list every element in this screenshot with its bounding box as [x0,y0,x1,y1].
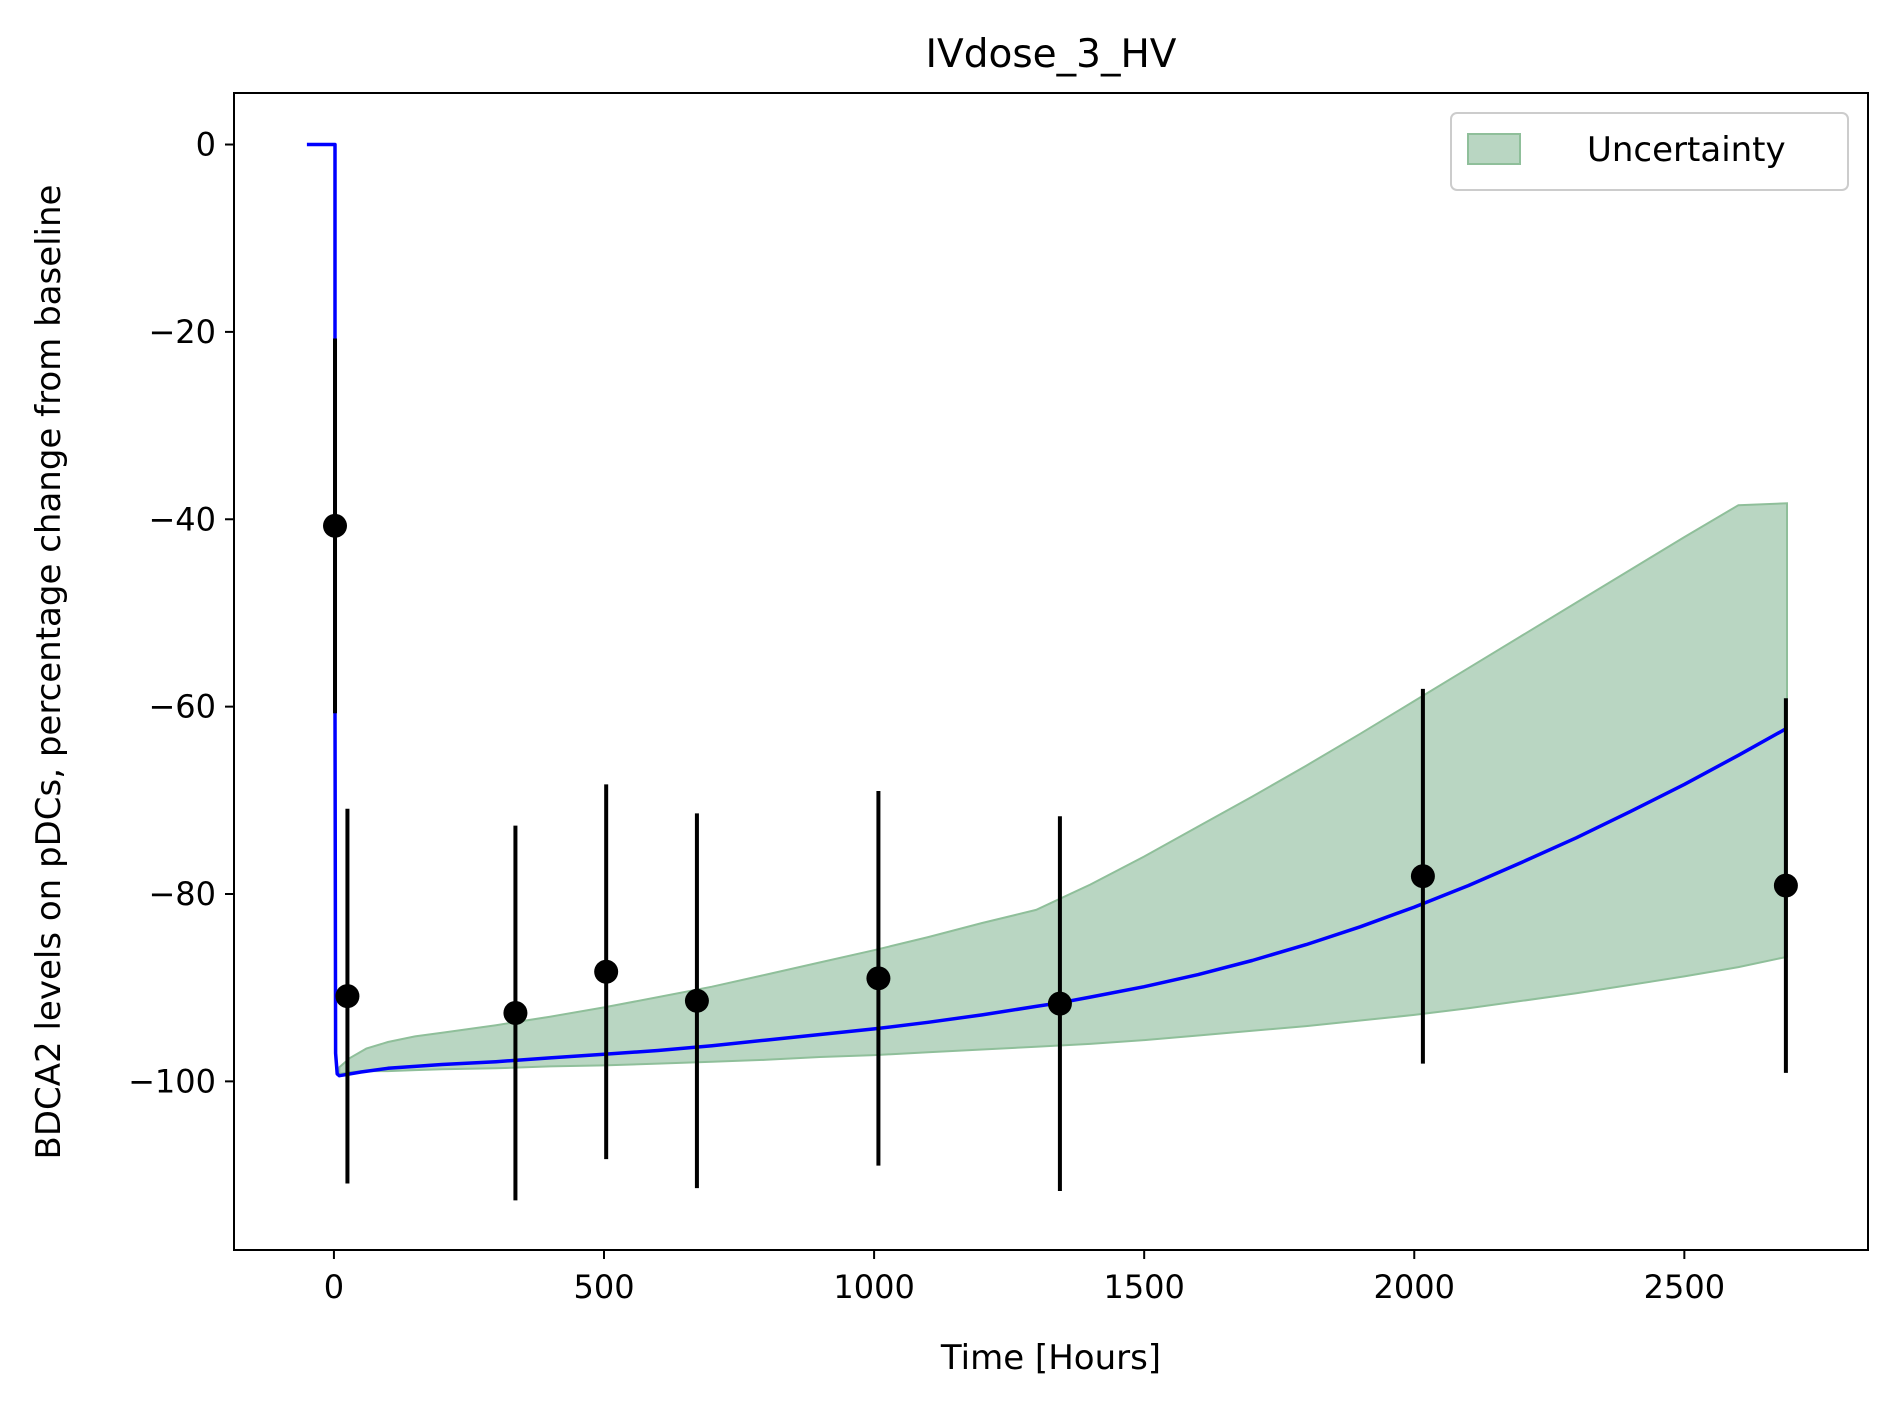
legend-label-uncertainty: Uncertainty [1587,130,1786,170]
y-tick-label-100: −100 [128,1062,216,1100]
y-tick-label-80: −80 [148,875,216,913]
legend-box [1450,112,1849,191]
legend: Uncertainty [1450,112,1849,191]
x-tick-label-0: 0 [324,1268,344,1306]
y-axis-label: BDCA2 levels on pDCs, percentage change … [29,185,69,1160]
x-tick-label-2000: 2000 [1374,1268,1455,1306]
x-tick-label-500: 500 [573,1268,634,1306]
data-point-7 [1047,991,1072,1016]
model-line [306,142,1788,1078]
y-axis-ticks: 0 −20 −40 −60 −80 −100 [128,126,234,1100]
chart-title: IVdose_3_HV [926,32,1177,77]
x-tick-label-1000: 1000 [833,1268,914,1306]
model-line-layer [306,142,1788,1078]
x-axis-label: Time [Hours] [940,1338,1161,1378]
legend-swatch-uncertainty [1467,133,1521,165]
plot-frame [233,92,1869,1251]
data-point-9 [1773,873,1798,898]
data-point-1 [323,513,348,538]
y-tick-label-20: −20 [148,313,216,351]
data-point-5 [684,988,709,1013]
data-point-4 [594,959,619,984]
y-tick-label-60: −60 [148,688,216,726]
y-tick-label-0: 0 [196,126,216,164]
data-point-8 [1410,864,1435,889]
y-tick-label-40: −40 [148,500,216,538]
data-point-3 [503,1000,528,1025]
data-point-2 [335,984,360,1009]
x-tick-label-2500: 2500 [1644,1268,1725,1306]
x-tick-label-1500: 1500 [1103,1268,1184,1306]
x-axis-ticks: 0 500 1000 1500 2000 2500 [324,1250,1725,1306]
observed-data-layer [323,338,1798,1201]
data-point-6 [866,966,891,991]
